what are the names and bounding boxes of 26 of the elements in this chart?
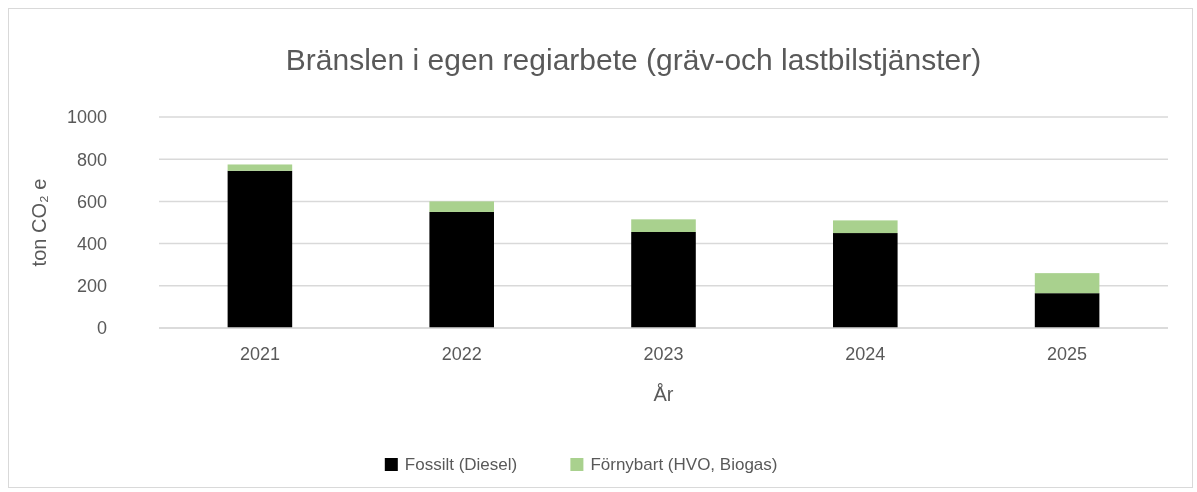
bar [227, 170, 293, 328]
y-tick-label: 200 [76, 276, 107, 297]
x-tick-label: 2022 [441, 344, 482, 364]
x-axis-title: År [653, 383, 674, 405]
legend-label: Förnybart (HVO, Biogas) [590, 455, 778, 474]
chart-title: Bränslen i egen regiarbete (gräv-och lastbilstjänster) [285, 43, 982, 76]
x-tick-label: 2024 [845, 344, 886, 364]
y-tick-label: 400 [76, 233, 107, 254]
bar [833, 220, 898, 234]
bar [429, 211, 494, 328]
bar [227, 164, 293, 171]
x-tick-label: 2023 [643, 344, 684, 364]
x-tick-label: 2025 [1047, 344, 1088, 364]
y-tick-label: 800 [76, 149, 107, 170]
bar [1034, 293, 1100, 328]
y-tick-label: 1000 [66, 107, 107, 128]
x-tick-label: 2021 [239, 344, 280, 364]
bar [631, 219, 696, 232]
bar [429, 201, 494, 212]
y-axis-title: ton CO₂ e [28, 178, 50, 267]
y-tick-label: 600 [76, 191, 107, 212]
bar [1034, 273, 1100, 294]
legend-label: Fossilt (Diesel) [404, 455, 518, 474]
y-tick-label: 0 [96, 318, 107, 339]
bar [631, 232, 696, 328]
bar [833, 233, 898, 328]
